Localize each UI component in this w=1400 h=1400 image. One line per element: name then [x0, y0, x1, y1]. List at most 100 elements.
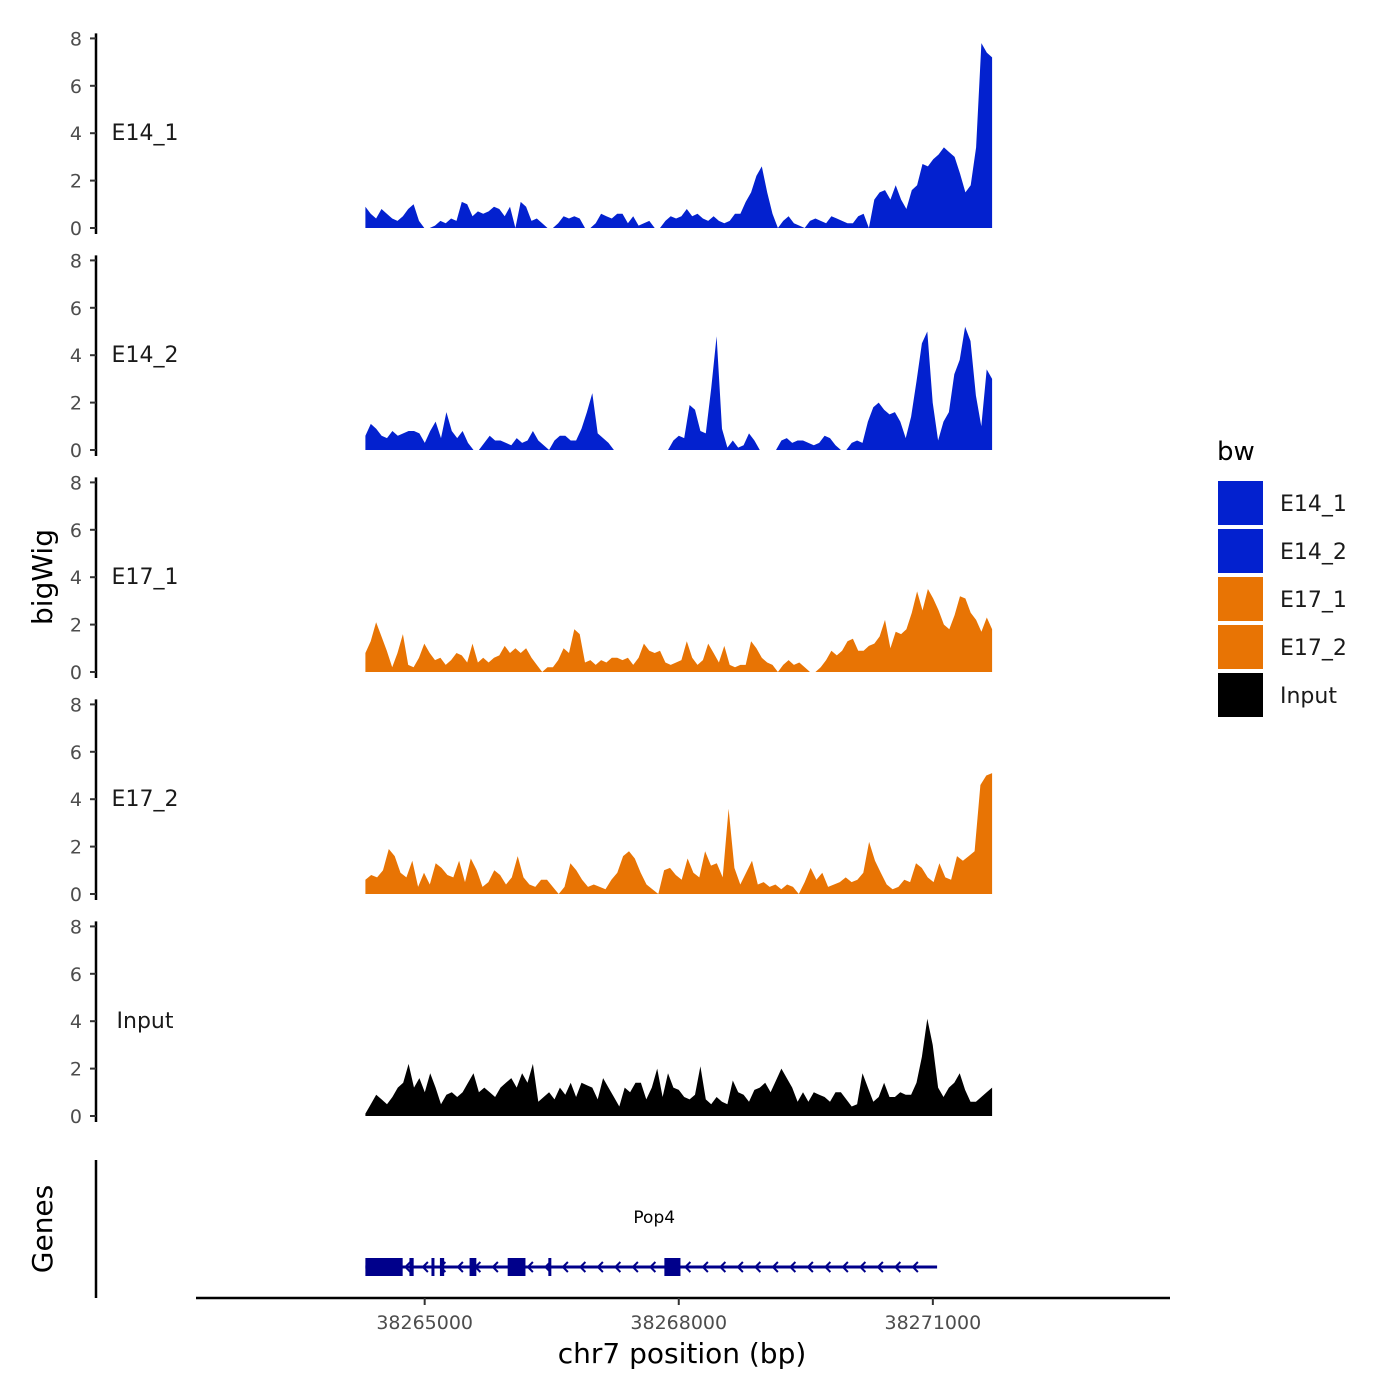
strand-arrow: [491, 1261, 499, 1273]
coverage-area-e17_2: [365, 773, 993, 894]
track-label: E17_2: [112, 787, 179, 812]
coverage-area-input: [365, 1018, 993, 1116]
coverage-area-e14_2: [365, 326, 993, 450]
strand-arrow: [753, 1261, 762, 1273]
gene-pop4: Pop4: [365, 1208, 938, 1276]
legend-label: E14_1: [1280, 492, 1347, 517]
track-e17_2: 0 2 4 6 8 E17_2: [70, 694, 993, 906]
gene-exon: [507, 1258, 526, 1276]
y-tick-label: 0: [70, 440, 82, 462]
y-tick-label: 8: [70, 250, 82, 272]
track-label: E17_1: [112, 565, 179, 590]
y-tick-label: 2: [70, 837, 82, 859]
gene-exon: [365, 1258, 403, 1276]
y-tick-label: 0: [70, 884, 82, 906]
legend-entry-e17_2: E17_2: [1218, 625, 1347, 669]
x-tick-label: 38271000: [884, 1312, 981, 1334]
y-tick-label: 2: [70, 615, 82, 637]
strand-arrow: [526, 1261, 534, 1273]
strand-arrow: [806, 1261, 814, 1273]
strand-arrow: [876, 1261, 884, 1273]
track-label: E14_1: [112, 121, 179, 146]
y-tick-label: 0: [70, 218, 82, 240]
y-axis-title: bigWig: [26, 529, 59, 625]
track-e14_1: 0 2 4 6 8 E14_1: [70, 28, 993, 240]
legend-entry-e14_2: E14_2: [1218, 529, 1347, 573]
legend-entry-e17_1: E17_1: [1218, 577, 1347, 621]
strand-arrow: [858, 1261, 867, 1273]
strand-arrow: [648, 1261, 657, 1273]
y-tick-label: 4: [70, 123, 82, 145]
gene-exon: [664, 1258, 681, 1276]
legend-label: Input: [1280, 684, 1337, 709]
y-tick-label: 2: [70, 393, 82, 415]
y-tick-label: 6: [70, 964, 82, 986]
legend-swatch: [1218, 481, 1263, 525]
coverage-area-e14_1: [365, 43, 993, 228]
strand-arrow: [823, 1261, 832, 1273]
y-tick-label: 6: [70, 520, 82, 542]
y-tick-label: 8: [70, 472, 82, 494]
y-tick-label: 4: [70, 1011, 82, 1033]
track-input: 0 2 4 6 8 Input: [70, 916, 993, 1128]
legend-swatch: [1218, 625, 1263, 669]
x-axis-title: chr7 position (bp): [558, 1337, 807, 1370]
x-tick-label: 38265000: [376, 1312, 473, 1334]
y-tick-label: 6: [70, 76, 82, 98]
y-tick-label: 6: [70, 298, 82, 320]
y-tick-label: 8: [70, 916, 82, 938]
gene-exon: [548, 1258, 552, 1276]
strand-arrow: [403, 1261, 412, 1273]
legend-label: E14_2: [1280, 540, 1347, 565]
legend-swatch: [1218, 529, 1263, 573]
strand-arrow: [771, 1261, 779, 1273]
y-tick-label: 4: [70, 345, 82, 367]
track-label: Input: [117, 1009, 174, 1034]
y-tick-label: 8: [70, 28, 82, 50]
track-e17_1: 0 2 4 6 8 E17_1: [70, 472, 993, 684]
legend-title: bw: [1217, 437, 1255, 467]
gene-exon: [409, 1258, 414, 1276]
coverage-area-e17_1: [365, 589, 993, 672]
gene-exon: [469, 1258, 477, 1276]
strand-arrow: [893, 1261, 902, 1273]
gene-exon: [431, 1258, 435, 1276]
strand-arrow: [701, 1261, 709, 1273]
track-label: E14_2: [112, 343, 179, 368]
track-e14_2: 0 2 4 6 8 E14_2: [70, 250, 993, 462]
gene-exon: [439, 1258, 445, 1276]
legend: E14_1 E14_2 E17_1 E17_2 Input: [1218, 481, 1347, 717]
y-tick-label: 0: [70, 1106, 82, 1128]
genes-axis-title: Genes: [26, 1185, 59, 1273]
legend-entry-input: Input: [1218, 673, 1337, 717]
legend-swatch: [1218, 577, 1263, 621]
y-tick-label: 4: [70, 789, 82, 811]
y-tick-label: 2: [70, 171, 82, 193]
gene-label: Pop4: [633, 1208, 675, 1228]
strand-arrow: [421, 1261, 429, 1273]
y-tick-label: 6: [70, 742, 82, 764]
y-tick-label: 8: [70, 694, 82, 716]
x-axis: 38265000 38268000 38271000: [196, 1296, 1170, 1334]
gene-annotation-panel: Pop4: [94, 1160, 938, 1298]
strand-arrow: [911, 1261, 919, 1273]
coverage-tracks: 0 2 4 6 8 E14_1 0 2 4 6 8 E14_2 0 2 4 6 8 E17_1 0 2 4 6 8 E17_2…: [70, 28, 993, 1128]
strand-arrow: [631, 1261, 639, 1273]
y-tick-label: 0: [70, 662, 82, 684]
y-tick-label: 4: [70, 567, 82, 589]
strand-arrow: [683, 1261, 692, 1273]
legend-entry-e14_1: E14_1: [1218, 481, 1347, 525]
legend-label: E17_2: [1280, 636, 1347, 661]
x-tick-label: 38268000: [630, 1312, 727, 1334]
strand-arrow: [561, 1261, 569, 1273]
legend-swatch: [1218, 673, 1263, 717]
strand-arrow: [596, 1261, 604, 1273]
strand-arrow: [718, 1261, 727, 1273]
strand-arrow: [736, 1261, 744, 1273]
legend-label: E17_1: [1280, 588, 1347, 613]
strand-arrow: [788, 1261, 797, 1273]
strand-arrow: [456, 1261, 464, 1273]
strand-arrow: [613, 1261, 622, 1273]
strand-arrow: [841, 1261, 849, 1273]
